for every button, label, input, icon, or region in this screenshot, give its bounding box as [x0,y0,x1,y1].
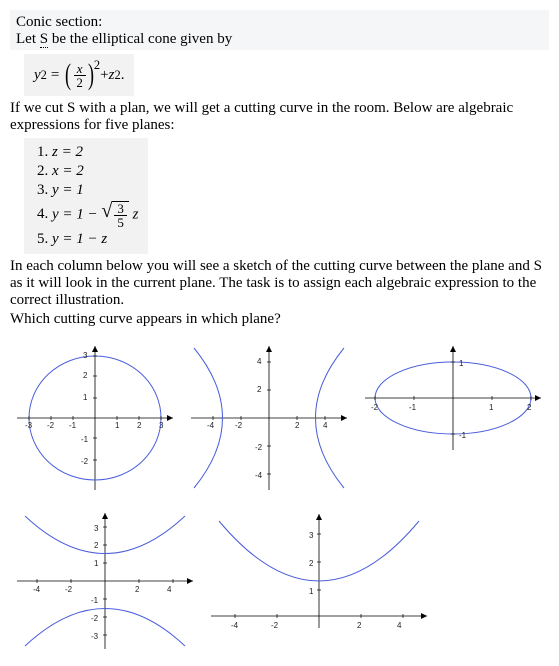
chart-d: -4 -2 2 4 3 2 1 -1 -2 -3 [10,506,200,656]
plane-1: z = 2 [52,144,138,161]
svg-text:-2: -2 [371,403,379,412]
plane-4-num: 3 [114,202,127,216]
plane-4-den: 5 [114,216,127,229]
chart-c: -2 -1 1 2 1 -1 [358,338,548,458]
plane-4-pre: y = 1 − [52,206,101,222]
svg-text:-4: -4 [207,421,215,430]
svg-text:-2: -2 [271,621,279,630]
cone-equation: y2 = ( x 2 ) 2 + z2. [24,54,549,96]
eq-equals: = [51,67,59,84]
intro-suffix: be the elliptical cone given by [48,31,232,47]
svg-text:-4: -4 [33,585,41,594]
svg-text:4: 4 [257,357,262,366]
svg-text:-2: -2 [65,585,73,594]
svg-text:2: 2 [295,421,300,430]
svg-text:-4: -4 [231,621,239,630]
svg-text:-2: -2 [235,421,243,430]
plane-4: y = 1 − √ 3 5 z [52,201,138,229]
question: Which cutting curve appears in which pla… [10,311,549,328]
svg-text:-1: -1 [409,403,417,412]
svg-text:4: 4 [167,585,172,594]
svg-text:-2: -2 [255,443,263,452]
charts-grid: -3 -2 -1 1 2 3 3 2 1 -1 -2 -4 -2 2 4 4 2 -2 -4 [10,338,549,656]
eq-frac-den: 2 [73,76,86,89]
svg-text:-1: -1 [69,421,77,430]
svg-text:-3: -3 [91,632,99,641]
svg-text:-3: -3 [25,421,33,430]
chart-a: -3 -2 -1 1 2 3 3 2 1 -1 -2 [10,338,180,498]
eq-frac: x 2 [73,62,86,89]
plane-3-expr: y = 1 [52,182,84,198]
svg-text:2: 2 [135,585,140,594]
svg-text:-2: -2 [81,457,89,466]
intro-line: Let S be the elliptical cone given by [16,31,543,48]
svg-text:4: 4 [323,421,328,430]
svg-text:-1: -1 [459,431,467,440]
svg-text:2: 2 [527,403,532,412]
svg-text:1: 1 [309,587,314,596]
svg-text:3: 3 [94,524,99,533]
plane-4-post: z [133,206,139,222]
svg-text:1: 1 [489,403,494,412]
eq-frac-num: x [74,62,86,76]
svg-text:1: 1 [115,421,120,430]
svg-text:3: 3 [83,351,88,360]
svg-text:-2: -2 [47,421,55,430]
svg-text:2: 2 [94,541,99,550]
plane-3: y = 1 [52,182,138,199]
svg-text:3: 3 [309,531,314,540]
lparen: ( [65,60,71,90]
plane-list: z = 2 x = 2 y = 1 y = 1 − √ 3 5 z y = 1 … [24,138,148,254]
svg-text:3: 3 [159,421,164,430]
svg-text:2: 2 [83,371,88,380]
svg-text:2: 2 [357,621,362,630]
svg-text:1: 1 [459,359,464,368]
eq-y: y [34,67,41,84]
chart-e: -4 -2 2 4 1 2 3 [204,506,434,636]
svg-text:1: 1 [94,559,99,568]
plane-2: x = 2 [52,163,138,180]
svg-text:-2: -2 [91,614,99,623]
plane-5: y = 1 − z [52,231,138,248]
eq-outer-exp: 2 [94,58,100,73]
paragraph-2: In each column below you will see a sket… [10,258,549,309]
eq-period: . [121,67,125,84]
svg-text:-4: -4 [255,471,263,480]
section-title: Conic section: [16,14,543,31]
chart-b: -4 -2 2 4 4 2 -2 -4 [184,338,354,498]
svg-text:-1: -1 [91,596,99,605]
intro-symbol: S [40,31,48,48]
eq-plus: + [100,67,108,84]
header-block: Conic section: Let S be the elliptical c… [10,10,549,50]
sqrt-icon: √ 3 5 [101,201,128,229]
svg-text:-1: -1 [81,435,89,444]
intro-prefix: Let [16,31,40,47]
svg-text:1: 1 [83,393,88,402]
svg-text:2: 2 [257,385,262,394]
plane-2-expr: x = 2 [52,163,84,179]
eq-y-exp: 2 [41,68,47,83]
paragraph-1: If we cut S with a plan, we will get a c… [10,100,549,134]
plane-1-expr: z = 2 [52,144,83,160]
svg-text:2: 2 [309,559,314,568]
plane-5-expr: y = 1 − z [52,231,107,247]
svg-text:2: 2 [137,421,142,430]
svg-text:4: 4 [397,621,402,630]
